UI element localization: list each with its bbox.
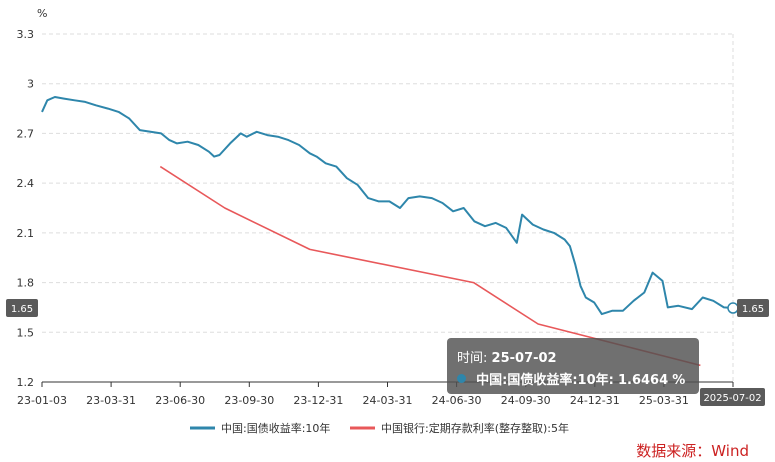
y-tick-label: 1.2 [17,376,35,389]
y-tick-label: 1.8 [17,277,35,290]
y-tick-label: 3 [27,78,34,91]
y-tick-label: 3.3 [17,28,35,41]
current-date-badge-bg [700,388,765,406]
series-line [159,165,701,367]
x-tick-label: 23-03-31 [86,394,136,407]
y-tick-label: 2.1 [17,227,35,240]
y-tick-label: 2.7 [17,127,35,140]
tooltip-unit: % [672,373,686,388]
last-value-badge-left-bg [6,299,38,318]
legend[interactable]: 中国:国债收益率:10年 中国银行:定期存款利率(整存整取):5年 [190,421,569,435]
y-unit-label: % [37,7,47,20]
last-value-badge-right: 1.65 [742,304,764,315]
x-tick-label: 24-03-31 [363,394,413,407]
y-tick-label: 2.4 [17,177,35,190]
legend-label[interactable]: 中国:国债收益率:10年 [221,421,330,435]
legend-label[interactable]: 中国银行:定期存款利率(整存整取):5年 [381,421,569,435]
tooltip-series-label: 中国:国债收益率:10年: [476,373,614,388]
x-tick-label: 25-03-31 [639,394,689,407]
x-tick-label: 23-09-30 [224,394,274,407]
tooltip-series-row: 中国:国债收益率:10年: 1.6464 % [457,369,685,388]
highlighted-point[interactable] [727,302,739,314]
value-badges: 1.65 1.65 2025-07-02 [6,299,769,406]
axes: 3.3 3 2.7 2.4 2.1 1.8 1.5 1.2 23-01-03 23-03-31 23… [17,28,734,407]
x-tick-label: 23-12-31 [293,394,343,407]
x-tick-label: 24-12-31 [570,394,620,407]
tooltip-value: 1.6464 [617,373,669,388]
x-tick-label: 23-06-30 [155,394,205,407]
source-note: 数据来源：Wind [636,442,749,460]
current-date-badge: 2025-07-02 [703,393,761,404]
y-tick-label: 1.5 [17,326,35,339]
x-tick-label: 23-01-03 [17,394,67,407]
tooltip-series-dot [457,374,466,383]
x-tick-label: 24-09-30 [501,394,551,407]
tooltip-time: 时间: 25-07-02 [457,351,557,366]
grid [42,33,734,383]
tooltip: 时间: 25-07-02 中国:国债收益率:10年: 1.6464 % [447,338,699,394]
last-value-badge-left: 1.65 [11,304,33,315]
series-layer [41,96,739,367]
series-line [41,96,734,316]
last-value-badge-right-bg [737,299,769,318]
x-tick-label: 24-06-30 [432,394,482,407]
